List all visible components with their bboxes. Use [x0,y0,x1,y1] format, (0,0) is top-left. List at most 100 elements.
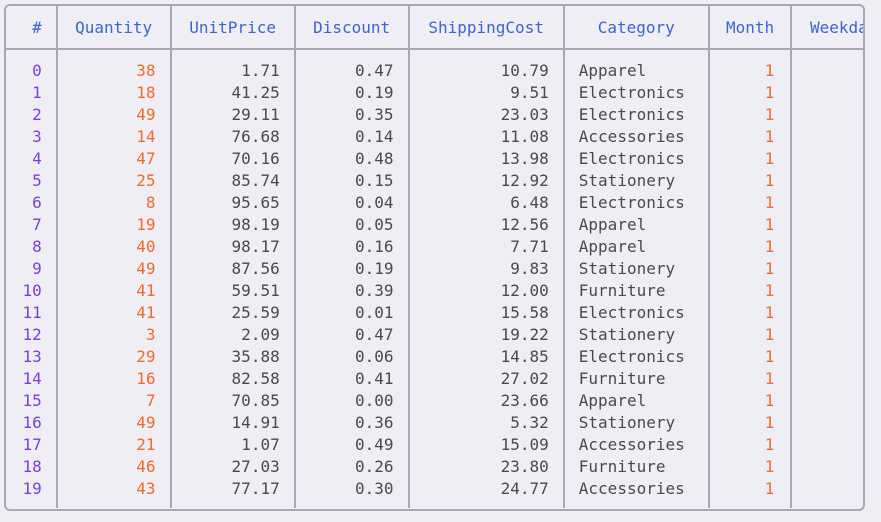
category-cell: Electronics [563,192,710,214]
shippingcost-cell: 9.83 [408,258,565,280]
discount-cell: 0.47 [294,60,410,82]
quantity-cell: 41 [56,302,172,324]
month-cell: 1 [708,324,793,346]
row-index-cell: 13 [6,346,58,368]
quantity-cell: 3 [56,324,172,346]
weekday-cell: 2 [791,258,863,280]
weekday-cell: 2 [791,126,863,148]
month-cell: 1 [708,280,793,302]
discount-cell: 0.01 [294,302,410,324]
row-index-cell: 8 [6,236,58,258]
unitprice-cell: 29.11 [170,104,296,126]
unitprice-cell: 70.85 [170,390,296,412]
category-cell: Furniture [563,368,710,390]
month-cell: 1 [708,390,793,412]
category-cell: Apparel [563,390,710,412]
column-header-quantity[interactable]: Quantity [56,6,172,50]
discount-cell: 0.06 [294,346,410,368]
row-index-cell: 16 [6,412,58,434]
row-index-cell: 6 [6,192,58,214]
quantity-cell: 19 [56,214,172,236]
discount-cell: 0.36 [294,412,410,434]
quantity-cell: 18 [56,82,172,104]
category-cell: Electronics [563,82,710,104]
weekday-cell: 2 [791,280,863,302]
month-cell: 1 [708,412,793,434]
month-cell: 1 [708,60,793,82]
category-cell: Electronics [563,302,710,324]
column-header-index[interactable]: # [6,6,58,50]
unitprice-cell: 95.65 [170,192,296,214]
month-cell: 1 [708,368,793,390]
row-index-cell: 10 [6,280,58,302]
month-cell: 1 [708,214,793,236]
quantity-cell: 49 [56,104,172,126]
quantity-cell: 38 [56,60,172,82]
weekday-cell: 2 [791,324,863,346]
row-index-cell: 5 [6,170,58,192]
column-header-shippingcost[interactable]: ShippingCost [408,6,565,50]
category-cell: Accessories [563,478,710,508]
weekday-cell: 2 [791,236,863,258]
category-cell: Apparel [563,236,710,258]
month-cell: 1 [708,236,793,258]
shippingcost-cell: 13.98 [408,148,565,170]
shippingcost-cell: 14.85 [408,346,565,368]
month-cell: 1 [708,126,793,148]
column-header-unitprice[interactable]: UnitPrice [170,6,296,50]
shippingcost-cell: 23.03 [408,104,565,126]
row-index-cell: 7 [6,214,58,236]
unitprice-cell: 82.58 [170,368,296,390]
category-cell: Accessories [563,434,710,456]
unitprice-cell: 98.17 [170,236,296,258]
unitprice-cell: 27.03 [170,456,296,478]
shippingcost-cell: 27.02 [408,368,565,390]
dataframe-table-frame: # Quantity UnitPrice Discount ShippingCo… [4,4,865,511]
unitprice-cell: 98.19 [170,214,296,236]
month-cell: 1 [708,456,793,478]
weekday-cell: 2 [791,412,863,434]
column-header-weekday[interactable]: Weekday [791,6,863,50]
row-index-cell: 0 [6,60,58,82]
column-header-month[interactable]: Month [708,6,793,50]
category-cell: Stationery [563,258,710,280]
category-cell: Electronics [563,148,710,170]
category-cell: Stationery [563,412,710,434]
category-cell: Furniture [563,280,710,302]
column-header-category[interactable]: Category [563,6,710,50]
row-index-cell: 9 [6,258,58,280]
shippingcost-cell: 23.80 [408,456,565,478]
table-body: 0381.710.4710.79Apparel1211841.250.199.5… [6,49,863,508]
shippingcost-cell: 23.66 [408,390,565,412]
weekday-cell: 2 [791,214,863,236]
discount-cell: 0.19 [294,258,410,280]
discount-cell: 0.26 [294,456,410,478]
discount-cell: 0.14 [294,126,410,148]
shippingcost-cell: 15.58 [408,302,565,324]
discount-cell: 0.48 [294,148,410,170]
discount-cell: 0.16 [294,236,410,258]
quantity-cell: 43 [56,478,172,508]
quantity-cell: 16 [56,368,172,390]
dataframe-table: # Quantity UnitPrice Discount ShippingCo… [6,6,863,508]
unitprice-cell: 25.59 [170,302,296,324]
quantity-cell: 49 [56,412,172,434]
row-index-cell: 4 [6,148,58,170]
unitprice-cell: 1.07 [170,434,296,456]
quantity-cell: 21 [56,434,172,456]
weekday-cell: 2 [791,390,863,412]
month-cell: 1 [708,434,793,456]
row-index-cell: 18 [6,456,58,478]
shippingcost-cell: 12.00 [408,280,565,302]
column-header-discount[interactable]: Discount [294,6,410,50]
unitprice-cell: 77.17 [170,478,296,508]
